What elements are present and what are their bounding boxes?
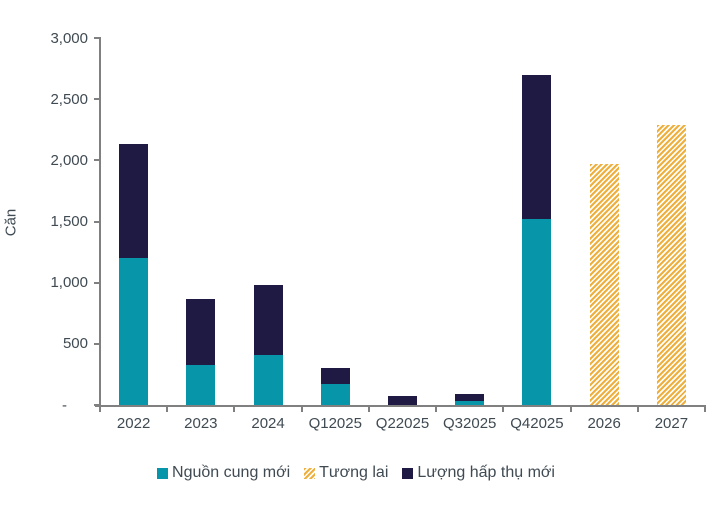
y-tick-label: 2,000 <box>50 151 88 169</box>
bar-segment <box>119 144 149 259</box>
legend-swatch-icon <box>157 467 169 479</box>
x-tick-label: 2022 <box>116 415 151 432</box>
x-tick-label: 2023 <box>184 415 218 432</box>
x-tick-mark <box>367 407 370 412</box>
bar-segment <box>253 354 283 405</box>
x-tick-mark <box>166 407 169 412</box>
bar-segment <box>320 368 350 385</box>
x-tick-mark <box>99 407 101 412</box>
y-tick-mark <box>94 37 101 39</box>
bar-segment <box>320 384 350 405</box>
y-tick-label: 3,000 <box>50 29 88 47</box>
x-tick-label: 2027 <box>654 415 689 432</box>
y-tick-mark <box>94 220 101 223</box>
y-tick-mark <box>94 159 101 162</box>
bar-segment <box>589 164 619 405</box>
x-tick-mark <box>704 407 706 412</box>
bar-segment <box>522 74 552 220</box>
y-tick-mark <box>94 342 101 345</box>
x-tick-mark <box>233 407 236 412</box>
bar-segment <box>455 393 485 402</box>
x-tick-label: Q42025 <box>510 415 564 432</box>
y-tick-label: 1,500 <box>50 213 88 230</box>
x-tick-mark <box>435 407 438 412</box>
x-tick-mark <box>502 407 505 412</box>
y-tick-label: 2,500 <box>50 90 88 108</box>
legend-swatch-icon <box>402 467 414 479</box>
y-tick-label: 1,000 <box>50 274 88 292</box>
bar-segment <box>388 396 417 405</box>
legend-item: Tương lai <box>304 464 388 482</box>
x-tick-mark <box>300 407 303 412</box>
x-tick-label: 2026 <box>587 415 621 432</box>
y-tick-mark <box>94 98 101 101</box>
legend-label: Lượng hấp thụ mới <box>417 464 555 481</box>
bar-segment <box>119 258 149 405</box>
y-tick-mark <box>94 281 101 284</box>
legend-label: Tương lai <box>319 464 389 481</box>
x-tick-label: 2024 <box>251 415 285 432</box>
y-axis-title: Căn <box>2 208 20 237</box>
legend-swatch-icon <box>304 467 316 479</box>
bar-segment <box>522 219 552 405</box>
legend: Nguồn cung mới Tương lai Lượng hấp thụ mới <box>0 464 712 482</box>
x-tick-label: Q32025 <box>443 415 497 432</box>
y-tick-label: 500 <box>62 335 88 353</box>
bar-segment <box>186 364 216 405</box>
legend-item: Lượng hấp thụ mới <box>402 464 555 482</box>
legend-item: Nguồn cung mới <box>157 464 290 482</box>
y-tick-label: - <box>62 396 67 414</box>
x-axis-line <box>95 405 706 407</box>
bar-segment <box>186 298 216 365</box>
x-tick-label: Q12025 <box>308 415 362 432</box>
x-tick-label: Q22025 <box>375 415 430 432</box>
bar-segment <box>455 401 485 405</box>
y-tick-mark <box>94 404 101 406</box>
bar-segment <box>656 124 686 405</box>
x-tick-mark <box>569 407 572 412</box>
bar-segment <box>253 285 283 355</box>
legend-label: Nguồn cung mới <box>172 464 291 481</box>
x-tick-mark <box>636 407 639 412</box>
